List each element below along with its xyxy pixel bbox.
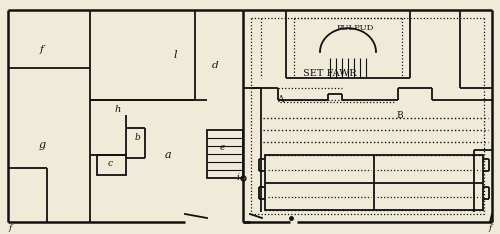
Text: d: d	[212, 61, 218, 69]
Bar	[207, 130, 243, 178]
Bar	[97, 155, 126, 175]
Text: f: f	[488, 224, 492, 232]
Text: f: f	[40, 45, 44, 55]
Text: B: B	[396, 110, 404, 120]
Text: a: a	[164, 150, 172, 160]
Text: g: g	[38, 140, 46, 150]
Text: e: e	[220, 143, 224, 153]
Text: PULPUD: PULPUD	[336, 24, 374, 32]
Text: A: A	[277, 95, 283, 105]
Bar	[265, 155, 483, 210]
Text: c: c	[108, 158, 112, 168]
Text: SET FAWR: SET FAWR	[303, 69, 357, 77]
Text: b: b	[134, 134, 140, 143]
Text: l: l	[174, 50, 177, 60]
Text: h: h	[115, 106, 121, 114]
Text: i: i	[236, 173, 240, 183]
Text: f: f	[8, 224, 12, 232]
